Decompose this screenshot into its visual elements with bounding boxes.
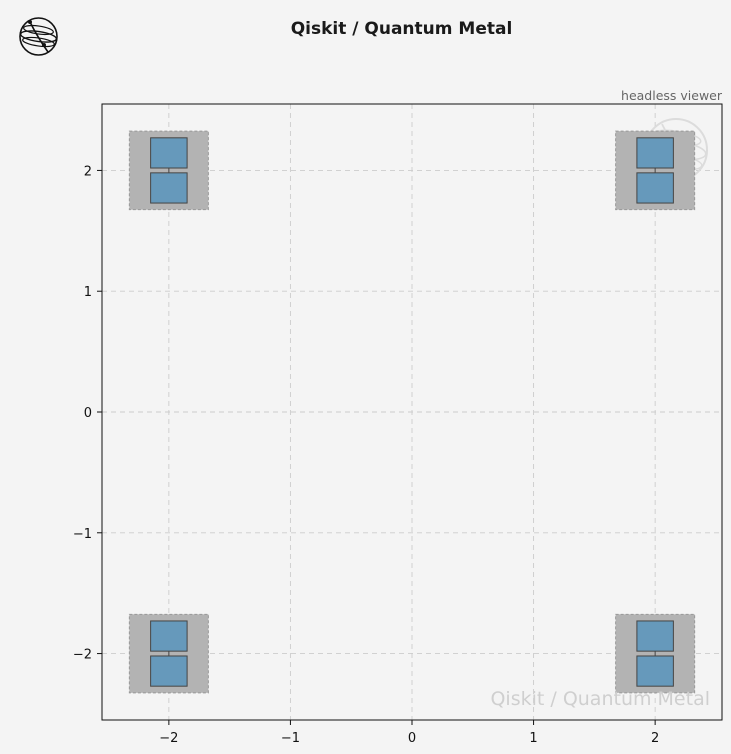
- y-tick-label: 2: [84, 164, 92, 179]
- qubit-pad-top: [150, 620, 188, 652]
- transmon-qubit: [615, 613, 696, 694]
- x-tick-label: 0: [408, 731, 416, 746]
- x-tick-label: 1: [529, 731, 537, 746]
- transmon-qubit: [615, 130, 696, 211]
- axis-ticks: −2 −1 0 1 2 −2 −1 0 1 2: [73, 164, 659, 746]
- qubit-pad-top: [636, 620, 674, 652]
- qubit-pad-bottom: [636, 172, 674, 204]
- x-tick-label: −2: [159, 731, 178, 746]
- components: [128, 130, 696, 694]
- qubit-pad-bottom: [636, 655, 674, 687]
- transmon-qubit: [128, 130, 209, 211]
- page-title: Qiskit / Quantum Metal: [290, 19, 513, 39]
- x-tick-label: −1: [281, 731, 300, 746]
- y-tick-label: −2: [73, 648, 92, 663]
- transmon-qubit: [128, 613, 209, 694]
- y-tick-label: 1: [84, 285, 92, 300]
- qubit-pad-top: [150, 137, 188, 169]
- y-tick-label: 0: [84, 406, 92, 421]
- y-tick-label: −1: [73, 527, 92, 542]
- watermark-text: Qiskit / Quantum Metal: [490, 688, 710, 710]
- qubit-pad-top: [636, 137, 674, 169]
- qiskit-logo-icon: [19, 17, 58, 56]
- x-tick-label: 2: [651, 731, 659, 746]
- qubit-pad-bottom: [150, 172, 188, 204]
- viewer-mode-label: headless viewer: [621, 88, 722, 103]
- qubit-pad-bottom: [150, 655, 188, 687]
